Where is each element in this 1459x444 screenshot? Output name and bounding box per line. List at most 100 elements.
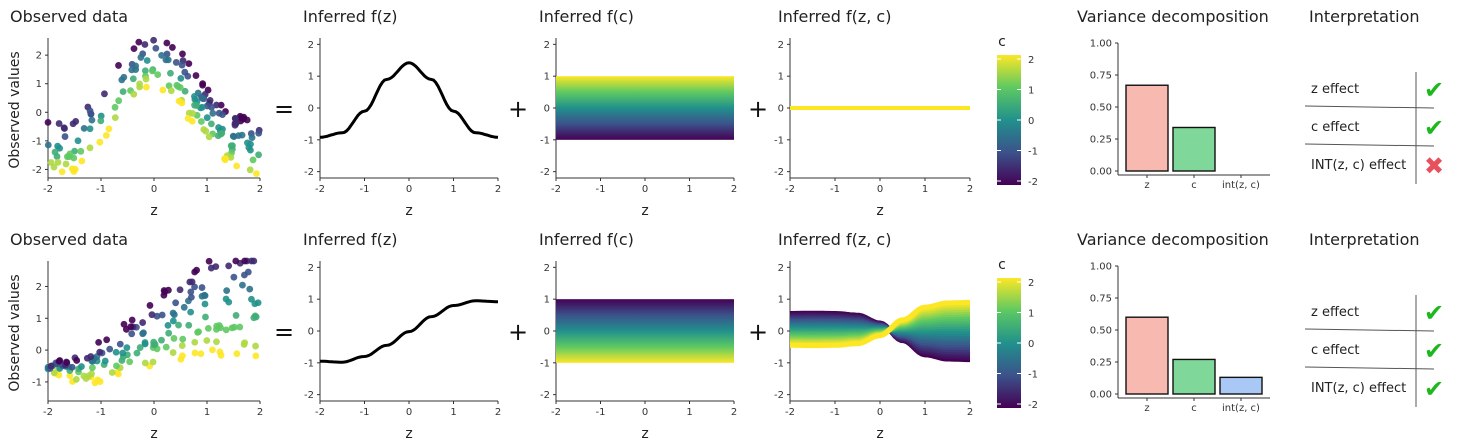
observed-point: [181, 87, 189, 95]
observed-point: [78, 157, 86, 165]
interpretation-divider: [1304, 143, 1435, 147]
fzc-y-tick-label: 1: [778, 72, 784, 83]
observed-point: [191, 338, 199, 346]
observed-point: [141, 340, 149, 348]
observed-point: [111, 114, 119, 122]
fz-y-tick-label: -2: [304, 390, 314, 401]
fz-x-tick-label: 2: [495, 184, 501, 195]
observed-point: [241, 339, 249, 347]
observed-point: [187, 293, 195, 301]
observed-point: [158, 311, 166, 319]
interpretation-title: Interpretation: [1309, 230, 1420, 249]
observed-point: [154, 71, 162, 79]
check-icon: ✔: [1424, 375, 1444, 403]
observed-point: [192, 72, 200, 79]
interpretation-divider: [1304, 105, 1435, 109]
observed-point: [141, 359, 149, 367]
variance-x-tick-label: int(z, c): [1222, 180, 1260, 191]
colorbar-tick-label: -1: [1028, 147, 1038, 158]
fz-line: [319, 299, 498, 364]
observed-point: [120, 73, 128, 81]
interpretation-row-label: INT(z, c) effect: [1311, 158, 1406, 173]
observed-point: [54, 158, 62, 166]
fc-y-tick-label: 2: [544, 263, 550, 274]
colorbar-tick-label: 0: [1028, 116, 1034, 127]
colorbar-tick-label: -2: [1028, 177, 1038, 188]
variance-y-tick-label: 0.50: [1090, 326, 1112, 337]
observed-point: [150, 36, 158, 44]
observed-point: [159, 86, 167, 94]
fz-y-tick-label: -2: [304, 167, 314, 178]
observed-point: [217, 351, 225, 359]
observed-point: [105, 125, 113, 133]
fc-x-tick-label: -1: [596, 407, 606, 418]
observed-point: [123, 344, 131, 352]
observed-point: [142, 83, 150, 91]
variance-y-tick-label: 1.00: [1090, 262, 1112, 273]
observed-point: [198, 284, 206, 291]
observed-point: [175, 97, 183, 105]
observed-point: [146, 302, 154, 309]
row-1: Observed data -2 -1 0 1 2 -2 -1 0 1 2 z Observed val…: [7, 7, 1444, 219]
observed-point: [199, 81, 207, 89]
fzc-y-tick-label: -1: [774, 358, 784, 369]
fc-x-tick-label: -2: [551, 184, 561, 195]
observed-point: [116, 340, 124, 348]
colorbar-tick-label: 2: [1028, 278, 1034, 289]
observed-point: [185, 321, 193, 329]
observed-x-tick-label: -2: [43, 184, 53, 195]
observed-point: [128, 66, 136, 74]
observed-point: [180, 303, 188, 311]
variance-bar: [1125, 84, 1169, 172]
variance-y-tick-label: 0.75: [1090, 294, 1112, 305]
observed-point: [119, 349, 127, 357]
fzc-y-tick-label: -2: [774, 167, 784, 178]
variance-bar: [1125, 316, 1169, 395]
observed-point: [232, 257, 240, 265]
observed-point: [130, 45, 138, 53]
observed-point: [158, 51, 166, 59]
variance-y-tick-label: 0.50: [1090, 103, 1112, 114]
fz-x-tick-label: -1: [360, 184, 370, 195]
observed-point: [139, 319, 147, 326]
observed-point: [225, 262, 233, 270]
observed-point: [112, 348, 120, 356]
variance-x-tick-label: z: [1144, 403, 1149, 414]
fzc-title: Inferred f(z, c): [778, 230, 891, 249]
observed-point: [78, 363, 85, 370]
observed-point: [136, 344, 144, 351]
observed-point: [246, 166, 254, 174]
fz-y-tick-label: -1: [304, 358, 314, 369]
observed-point: [126, 358, 134, 366]
observed-point: [249, 156, 257, 164]
observed-point: [101, 90, 108, 98]
fc-x-label: z: [641, 426, 648, 442]
fz-x-tick-label: -2: [315, 407, 325, 418]
observed-point: [58, 168, 66, 176]
fz-x-tick-label: 0: [406, 407, 412, 418]
observed-point: [197, 118, 205, 125]
variance-y-tick-label: 0.25: [1090, 358, 1112, 369]
fzc-y-tick-label: 2: [778, 263, 784, 274]
observed-point: [162, 343, 170, 351]
observed-point: [179, 335, 187, 343]
observed-point: [170, 311, 178, 318]
check-icon: ✔: [1424, 76, 1444, 104]
variance-y-tick-label: 0.00: [1090, 167, 1112, 178]
colorbar-tick-label: 2: [1028, 55, 1034, 66]
interpretation-panel: Interpretation z effect ✔ c effect ✔ INT(z, c…: [1304, 7, 1444, 184]
observed-point: [56, 144, 64, 152]
observed-point: [112, 362, 120, 370]
observed-point: [215, 109, 223, 117]
fz-x-label: z: [405, 426, 412, 442]
interpretation-row-label: INT(z, c) effect: [1311, 381, 1406, 396]
observed-point: [50, 369, 58, 377]
fz-x-tick-label: 0: [406, 184, 412, 195]
observed-point: [149, 358, 157, 366]
observed-point: [241, 257, 249, 265]
observed-point: [137, 54, 145, 61]
observed-point: [232, 120, 240, 127]
observed-point: [221, 155, 228, 163]
observed-point: [55, 120, 63, 127]
observed-x-tick-label: 2: [257, 407, 263, 418]
